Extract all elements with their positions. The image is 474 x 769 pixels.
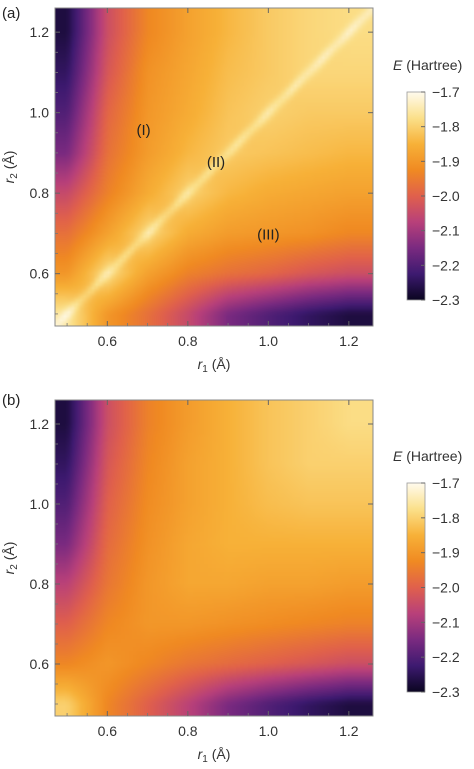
colorbar-title-var: E bbox=[393, 448, 403, 464]
x-axis-ticks: 0.6 0.8 1.0 1.2 bbox=[66, 400, 359, 739]
x-axis-label-unit: (Å) bbox=[208, 746, 231, 762]
heatmap-plot-area bbox=[55, 400, 373, 716]
x-tick-label: 0.8 bbox=[178, 333, 198, 349]
y-tick-label: 0.6 bbox=[30, 266, 50, 282]
colorbar-tick-label: −1.9 bbox=[432, 153, 460, 169]
colorbar-title-unit: (Hartree) bbox=[402, 57, 462, 73]
heatmap-image bbox=[55, 400, 373, 716]
x-tick-label: 1.2 bbox=[339, 723, 359, 739]
colorbar-tick-label: −2.3 bbox=[432, 684, 460, 700]
y-tick-label: 1.0 bbox=[30, 496, 50, 512]
colorbar-title-var: E bbox=[393, 57, 403, 73]
colorbar-tick-label: −2.0 bbox=[432, 580, 460, 596]
x-axis-ticks: 0.6 0.8 1.0 1.2 bbox=[66, 8, 359, 349]
y-axis-label-sub: 2 bbox=[9, 173, 20, 179]
x-axis-label-var: r bbox=[198, 356, 204, 372]
x-tick-label: 0.6 bbox=[98, 723, 118, 739]
plot-frame bbox=[54, 399, 374, 717]
y-axis-label-sub: 2 bbox=[9, 564, 20, 570]
colorbar-tick-label: −1.7 bbox=[432, 84, 460, 100]
colorbar-title-unit: (Hartree) bbox=[402, 448, 462, 464]
x-tick-label: 1.0 bbox=[259, 723, 279, 739]
panel-b: (b) 0.6 0.8 1.0 1.2 0.60.81.01.2 r1 (Å) r2 … bbox=[1, 392, 462, 765]
colorbar-tick-label: −1.8 bbox=[432, 510, 460, 526]
panel-label: (a) bbox=[2, 5, 20, 22]
heatmap-image bbox=[55, 8, 373, 326]
colorbar-tick-label: −2.2 bbox=[432, 649, 460, 665]
y-tick-label: 1.0 bbox=[30, 105, 50, 121]
colorbar-tick-label: −2.1 bbox=[432, 223, 460, 239]
y-tick-label: 0.8 bbox=[30, 576, 50, 592]
x-tick-label: 0.8 bbox=[178, 723, 198, 739]
colorbar-title: E (Hartree) bbox=[393, 57, 462, 73]
y-tick-label: 0.6 bbox=[30, 656, 50, 672]
y-tick-label: 1.2 bbox=[30, 416, 50, 432]
panel-a: (a) (I) (II) (III) 0.6 0.8 1.0 1.2 0.6 0.8 1.0 1… bbox=[1, 5, 462, 375]
region-label: (III) bbox=[257, 226, 280, 243]
colorbar-tick-label: −1.8 bbox=[432, 119, 460, 135]
colorbar-tick-label: −2.2 bbox=[432, 257, 460, 273]
y-axis-label-unit: (Å) bbox=[1, 542, 17, 565]
y-axis-label-var: r bbox=[1, 568, 17, 574]
colorbar-title: E (Hartree) bbox=[393, 448, 462, 464]
x-axis-label-sub: 1 bbox=[202, 754, 208, 765]
x-axis-label-var: r bbox=[198, 746, 204, 762]
region-label: (I) bbox=[136, 122, 150, 139]
x-axis-label: r1 (Å) bbox=[198, 356, 231, 375]
colorbar-tick-label: −2.3 bbox=[432, 292, 460, 308]
x-tick-label: 0.6 bbox=[98, 333, 118, 349]
x-axis-label: r1 (Å) bbox=[198, 746, 231, 765]
y-axis-label-unit: (Å) bbox=[1, 151, 17, 174]
x-axis-label-sub: 1 bbox=[202, 364, 208, 375]
heatmap-plot-area bbox=[55, 8, 373, 326]
colorbar-tick-label: −1.9 bbox=[432, 545, 460, 561]
y-axis-label: r2 (Å) bbox=[1, 542, 20, 575]
colorbar-ticks: −1.7 −1.8 −1.9 −2.0 −2.1 −2.2 −2.3 bbox=[421, 84, 460, 308]
colorbar-tick-label: −1.7 bbox=[432, 475, 460, 491]
colorbar-tick-label: −2.1 bbox=[432, 614, 460, 630]
y-axis-label-var: r bbox=[1, 177, 17, 183]
x-tick-label: 1.2 bbox=[339, 333, 359, 349]
colorbar-ticks: −1.7 −1.8 −1.9 −2.0 −2.1 −2.2 −2.3 bbox=[421, 475, 460, 700]
region-label: (II) bbox=[207, 154, 225, 171]
colorbar-tick-label: −2.0 bbox=[432, 188, 460, 204]
panel-label: (b) bbox=[2, 392, 20, 409]
y-tick-label: 1.2 bbox=[30, 24, 50, 40]
region-annotations: (I) (II) (III) bbox=[136, 122, 279, 244]
y-axis-ticks: 0.6 0.8 1.0 1.2 bbox=[30, 416, 373, 705]
y-axis-ticks: 0.6 0.8 1.0 1.2 bbox=[30, 24, 373, 315]
y-axis-label: r2 (Å) bbox=[1, 151, 20, 184]
plot-frame bbox=[54, 7, 374, 327]
y-tick-label: 0.8 bbox=[30, 185, 50, 201]
x-axis-label-unit: (Å) bbox=[208, 356, 231, 372]
x-tick-label: 1.0 bbox=[259, 333, 279, 349]
